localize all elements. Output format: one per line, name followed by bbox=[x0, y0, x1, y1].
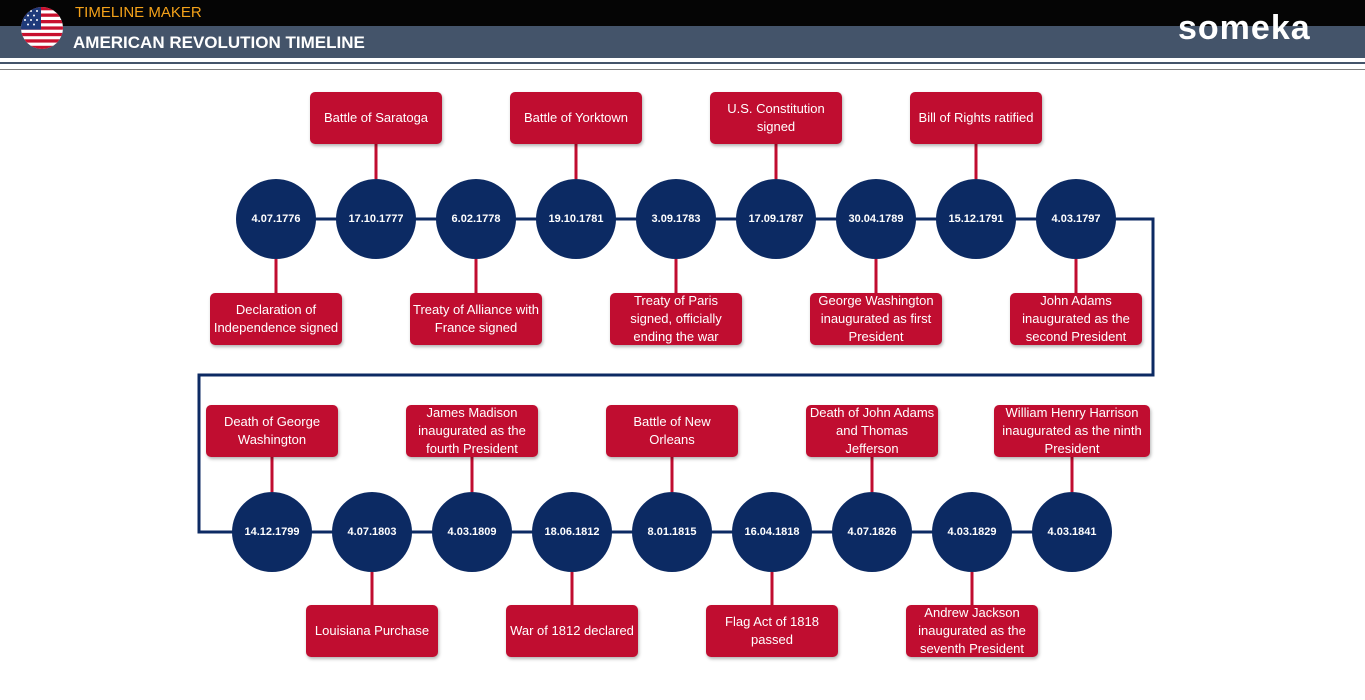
brand-logo[interactable]: someka bbox=[1178, 9, 1311, 47]
us-flag-icon bbox=[21, 7, 63, 49]
timeline-date-node: 4.03.1809 bbox=[432, 492, 512, 572]
timeline-date-node: 8.01.1815 bbox=[632, 492, 712, 572]
timeline-event-box: Flag Act of 1818 passed bbox=[706, 605, 838, 657]
header-divider-thin bbox=[0, 69, 1365, 70]
timeline-date-node: 3.09.1783 bbox=[636, 179, 716, 259]
header: TIMELINE MAKER AMERICAN REVOLUTION TIMEL… bbox=[0, 0, 1365, 60]
timeline-date-node: 30.04.1789 bbox=[836, 179, 916, 259]
timeline-event-box: John Adams inaugurated as the second Pre… bbox=[1010, 293, 1142, 345]
timeline-event-box: Battle of Yorktown bbox=[510, 92, 642, 144]
timeline-date-node: 19.10.1781 bbox=[536, 179, 616, 259]
timeline-event-box: Bill of Rights ratified bbox=[910, 92, 1042, 144]
timeline-date-node: 4.07.1776 bbox=[236, 179, 316, 259]
timeline-date-node: 4.03.1829 bbox=[932, 492, 1012, 572]
timeline-date-node: 18.06.1812 bbox=[532, 492, 612, 572]
header-top-bar bbox=[0, 0, 1365, 26]
timeline-event-box: Treaty of Paris signed, officially endin… bbox=[610, 293, 742, 345]
timeline-date-node: 4.07.1803 bbox=[332, 492, 412, 572]
timeline-event-box: James Madison inaugurated as the fourth … bbox=[406, 405, 538, 457]
timeline-event-box: Battle of Saratoga bbox=[310, 92, 442, 144]
timeline-date-node: 4.03.1841 bbox=[1032, 492, 1112, 572]
app-title: TIMELINE MAKER bbox=[75, 4, 202, 21]
timeline-date-node: 6.02.1778 bbox=[436, 179, 516, 259]
timeline-event-box: Declaration of Independence signed bbox=[210, 293, 342, 345]
timeline-date-node: 16.04.1818 bbox=[732, 492, 812, 572]
page-title: AMERICAN REVOLUTION TIMELINE bbox=[73, 33, 365, 52]
header-divider bbox=[0, 62, 1365, 64]
timeline-date-node: 4.07.1826 bbox=[832, 492, 912, 572]
timeline-event-box: War of 1812 declared bbox=[506, 605, 638, 657]
timeline-date-node: 17.09.1787 bbox=[736, 179, 816, 259]
header-title-bar bbox=[0, 26, 1365, 58]
timeline-event-box: Death of John Adams and Thomas Jefferson bbox=[806, 405, 938, 457]
timeline-date-node: 14.12.1799 bbox=[232, 492, 312, 572]
timeline-event-box: U.S. Constitution signed bbox=[710, 92, 842, 144]
timeline-event-box: Death of George Washington bbox=[206, 405, 338, 457]
timeline-event-box: Louisiana Purchase bbox=[306, 605, 438, 657]
timeline-event-box: Treaty of Alliance with France signed bbox=[410, 293, 542, 345]
timeline-event-box: Andrew Jackson inaugurated as the sevent… bbox=[906, 605, 1038, 657]
timeline-event-box: William Henry Harrison inaugurated as th… bbox=[994, 405, 1150, 457]
timeline-event-box: George Washington inaugurated as first P… bbox=[810, 293, 942, 345]
timeline-date-node: 4.03.1797 bbox=[1036, 179, 1116, 259]
timeline-date-node: 15.12.1791 bbox=[936, 179, 1016, 259]
timeline-event-box: Battle of New Orleans bbox=[606, 405, 738, 457]
timeline-date-node: 17.10.1777 bbox=[336, 179, 416, 259]
